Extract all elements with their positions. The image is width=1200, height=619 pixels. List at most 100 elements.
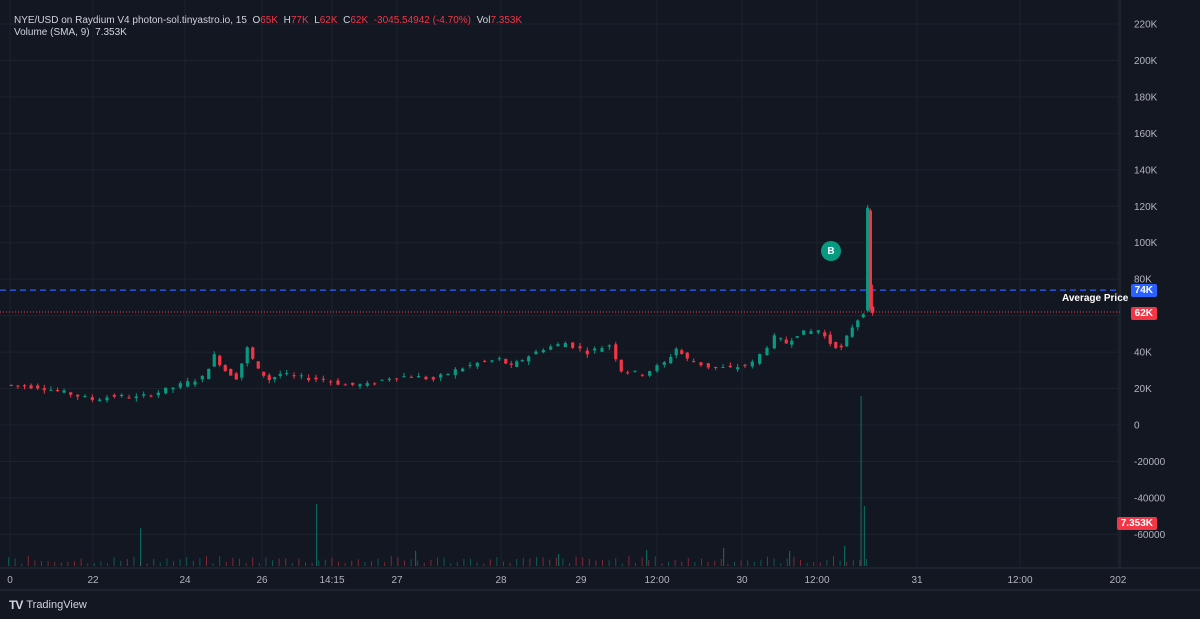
candle-body <box>607 345 611 347</box>
volume-bar <box>34 560 36 566</box>
volume-bar <box>219 556 221 566</box>
candle-body <box>365 383 369 386</box>
volume-study-label: Volume (SMA, 9) <box>14 27 90 38</box>
candle-body <box>55 390 60 392</box>
candle-body <box>779 338 783 340</box>
volume-bar <box>483 563 485 566</box>
candle-body <box>149 395 153 397</box>
candle-body <box>515 361 519 367</box>
candle-body <box>256 361 260 369</box>
volume-bar <box>734 561 735 566</box>
volume-bar <box>529 558 531 566</box>
candle-body <box>358 384 362 387</box>
x-tick-label: 0 <box>7 575 13 586</box>
volume-bar <box>476 562 478 566</box>
candle-body <box>614 344 618 360</box>
volume-bar <box>813 562 815 566</box>
volume-bar <box>780 563 782 566</box>
volume-spike <box>844 546 846 566</box>
y-tick-label: 180K <box>1134 92 1158 103</box>
y-tick-label: -40000 <box>1134 493 1166 504</box>
volume-bar <box>60 562 62 566</box>
change-value: -3045.54942 (-4.70%) <box>373 15 471 26</box>
volume-bar <box>423 562 425 566</box>
volume-bar <box>192 560 194 566</box>
volume-bar <box>839 560 841 566</box>
volume-bar <box>846 562 848 566</box>
volume-tag: 7.353K <box>1116 517 1157 530</box>
volume-bar <box>54 562 56 566</box>
volume-bar <box>67 561 69 566</box>
volume-bar <box>179 559 181 566</box>
high-value: 77K <box>290 15 309 26</box>
volume-bar <box>450 563 452 566</box>
volume-legend: Volume (SMA, 9) 7.353K <box>14 27 127 38</box>
candle-body <box>240 363 244 378</box>
candle-body <box>685 352 689 359</box>
candle-body <box>395 378 399 380</box>
volume-bar <box>272 560 273 566</box>
low-label: L <box>314 15 320 26</box>
candle-body <box>600 348 604 352</box>
volume-bar <box>113 557 115 566</box>
x-tick-label: 31 <box>911 575 923 586</box>
candle-body <box>212 354 216 367</box>
volume-bar <box>701 558 702 566</box>
volume-bar <box>562 558 564 566</box>
candle-body <box>178 383 182 388</box>
volume-bar <box>674 559 676 566</box>
brand-name: TradingView <box>26 599 87 611</box>
candle-body <box>866 207 870 311</box>
candle-body <box>329 381 333 383</box>
candle-body <box>120 394 124 397</box>
y-tick-label: 200K <box>1134 56 1158 67</box>
volume-bar <box>806 563 808 566</box>
volume-bar <box>582 557 584 566</box>
candle-body <box>468 364 472 366</box>
candle-body <box>790 340 794 345</box>
candle-body <box>245 347 249 364</box>
volume-bar <box>437 557 438 566</box>
x-tick-label: 26 <box>256 575 268 586</box>
volume-bar <box>153 558 155 566</box>
candle-body <box>662 362 666 365</box>
volume-bar <box>463 558 465 566</box>
candle-body <box>439 374 443 378</box>
volume-bar <box>80 558 82 566</box>
candle-body <box>868 210 872 308</box>
volume-bar <box>258 563 260 566</box>
volume-bar <box>470 558 471 566</box>
y-tick-label: 0 <box>1134 421 1140 432</box>
candle-body <box>714 366 718 368</box>
volume-spike <box>140 528 142 566</box>
candle-body <box>541 350 545 353</box>
volume-bar <box>714 561 716 566</box>
candle-body <box>29 385 33 389</box>
volume-bar <box>305 562 306 566</box>
candle-body <box>861 314 865 318</box>
volume-bar <box>27 556 29 566</box>
candle-body <box>809 331 813 334</box>
candle-body <box>229 368 233 376</box>
tradingview-brand[interactable]: TV TradingView <box>9 598 87 612</box>
candle-body <box>475 362 479 367</box>
volume-bar <box>8 557 9 566</box>
volume-bar <box>641 557 643 566</box>
volume-bar <box>430 559 432 566</box>
volume-bar <box>159 562 161 566</box>
candle-body <box>850 327 854 337</box>
volume-bar <box>120 560 122 566</box>
volume-bar <box>608 560 610 566</box>
buy-marker[interactable]: B <box>821 241 841 261</box>
x-tick-label: 12:00 <box>1007 575 1032 586</box>
candle-body <box>856 320 860 328</box>
candle-body <box>234 373 238 380</box>
candle-body <box>36 385 40 389</box>
candle-body <box>278 373 282 376</box>
volume-bar <box>833 556 834 566</box>
volume-bar <box>800 559 801 566</box>
volume-spike <box>415 551 417 566</box>
volume-bar <box>661 563 663 566</box>
